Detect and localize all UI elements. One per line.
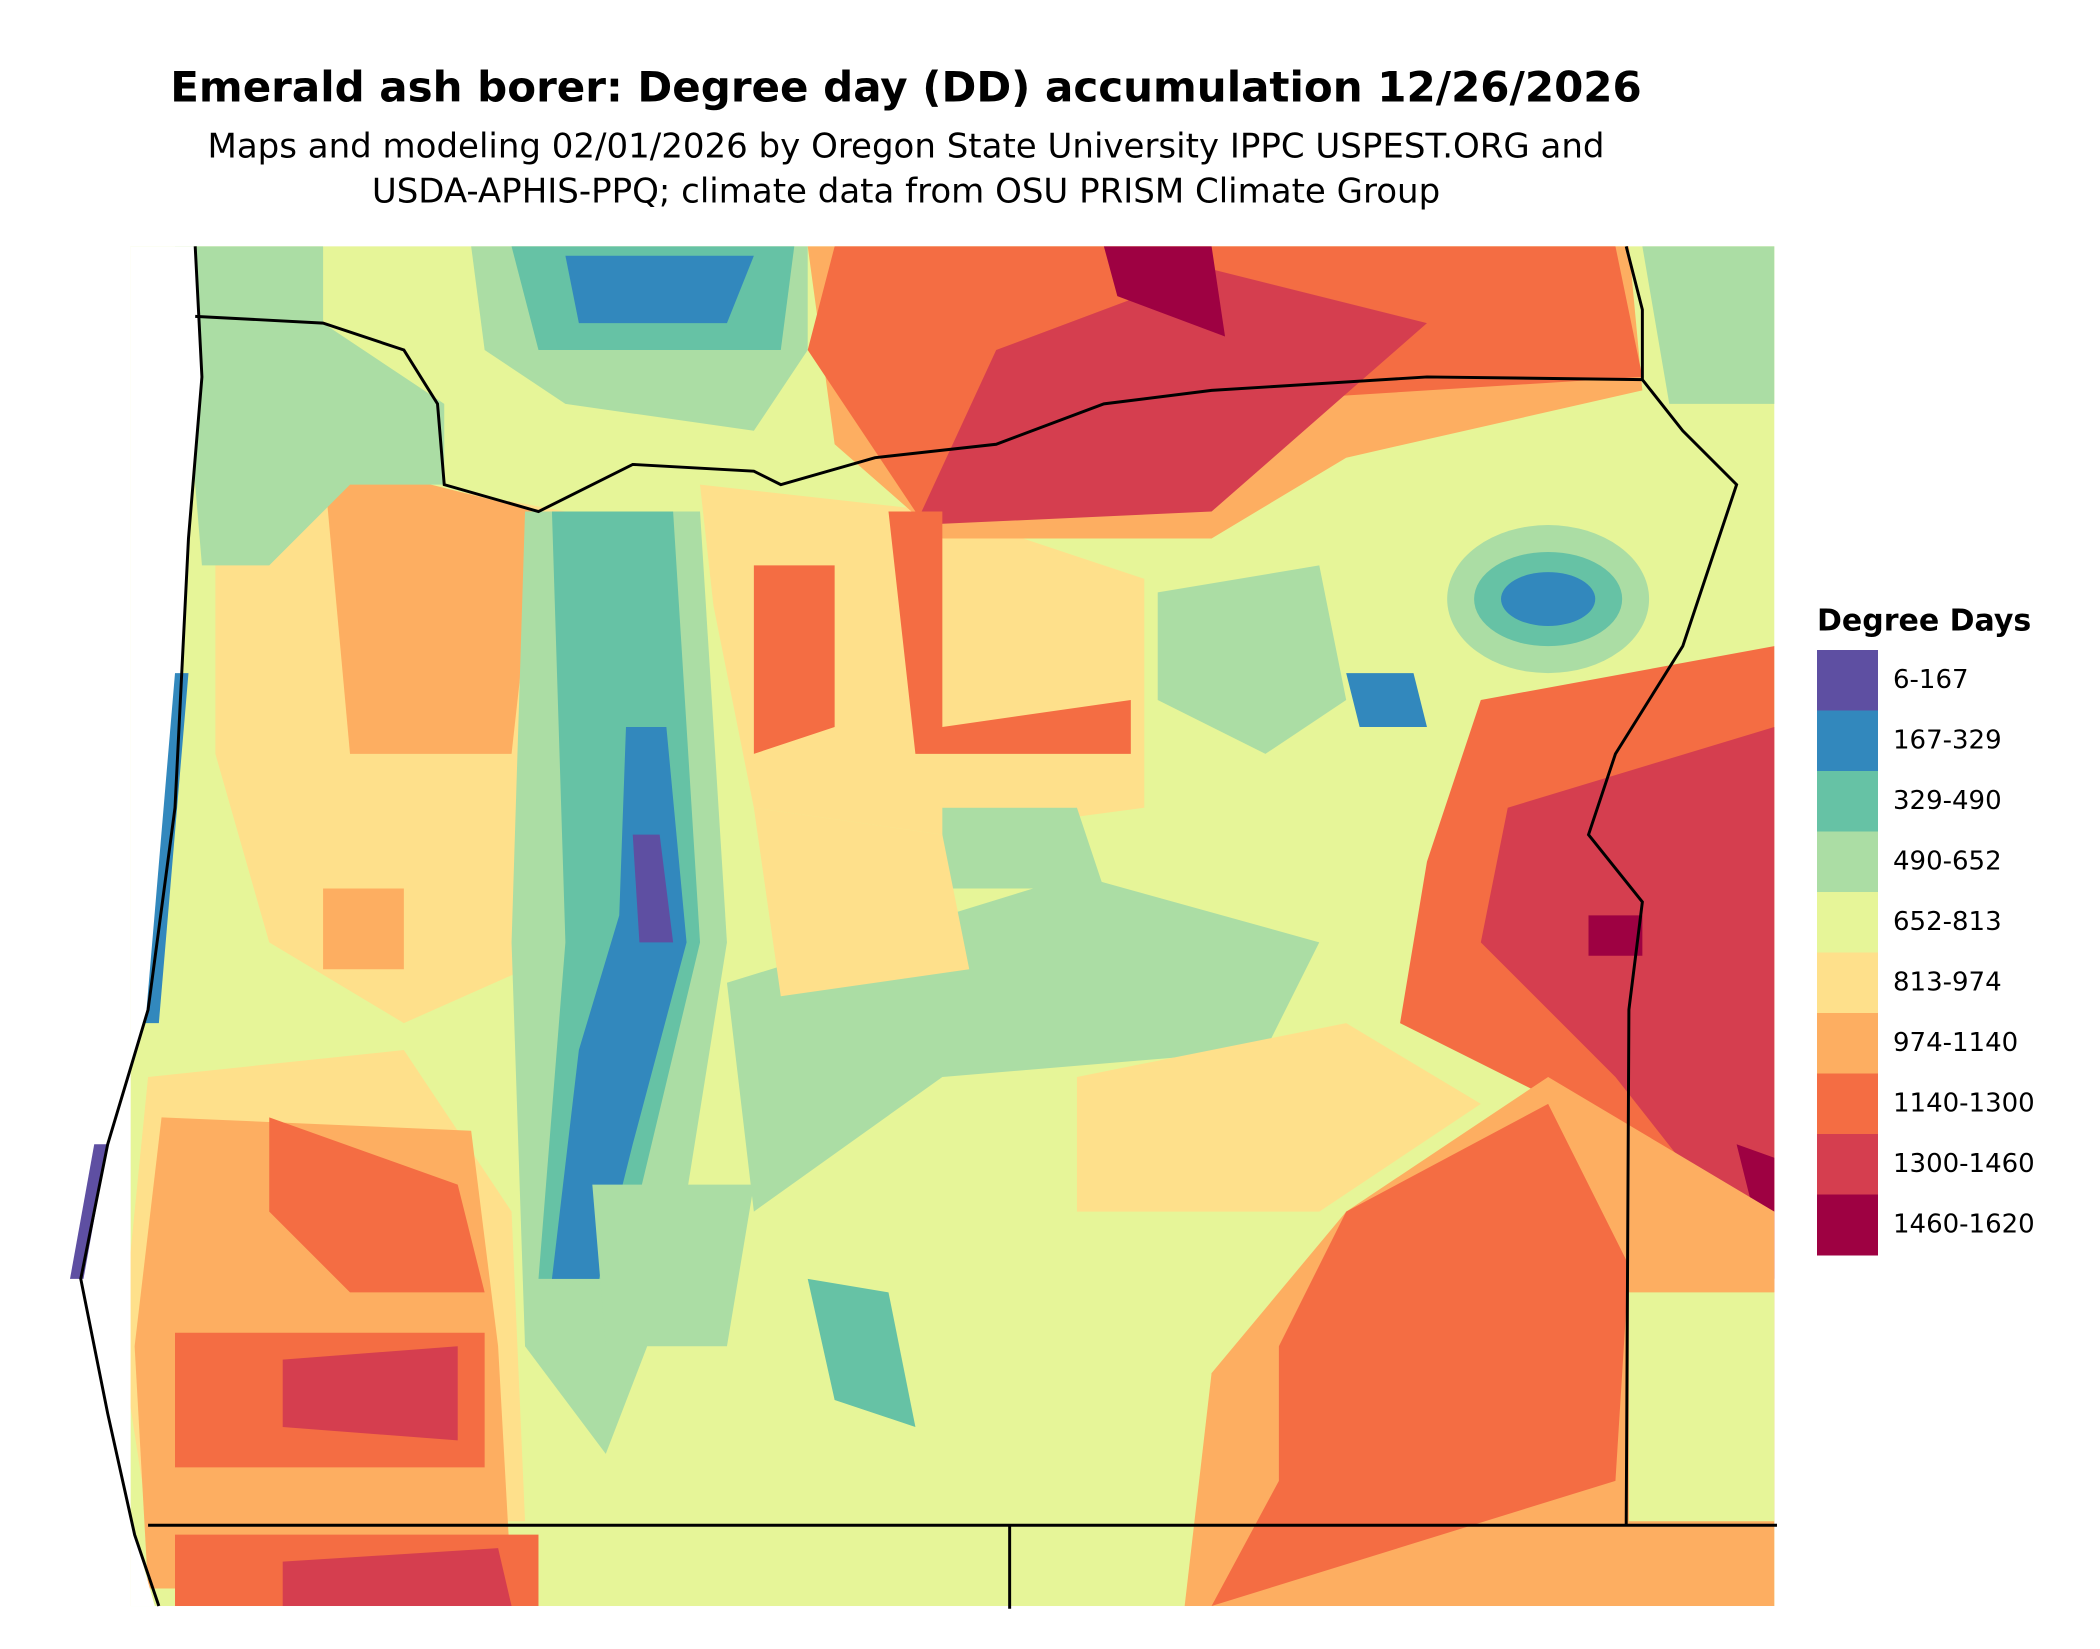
legend-swatch [1817, 1134, 1878, 1195]
legend-swatch [1817, 771, 1878, 832]
ocean [80, 246, 202, 1607]
legend-label: 1300-1460 [1893, 1149, 2035, 1179]
legend-swatch [1817, 1013, 1878, 1074]
region [807, 1278, 916, 1427]
region [753, 565, 835, 754]
legend-label: 1140-1300 [1893, 1088, 2035, 1118]
region [175, 246, 445, 566]
region [1480, 726, 1775, 1279]
legend-swatch [1817, 831, 1878, 893]
borders [79, 245, 1777, 1609]
legend-label: 974-1140 [1893, 1028, 2018, 1058]
region [592, 1184, 754, 1347]
subtitle: USDA-APHIS-PPQ; climate data from OSU PR… [372, 172, 1440, 212]
map [70, 245, 1777, 1609]
title: Emerald ash borer: Degree day (DD) accum… [170, 63, 1642, 112]
region [1736, 1144, 1775, 1212]
region [282, 1548, 512, 1607]
region [1157, 565, 1347, 754]
region [753, 807, 970, 997]
region [915, 269, 1427, 526]
region [1501, 572, 1596, 626]
legend-swatch [1817, 1073, 1878, 1135]
legend-swatch [1817, 650, 1878, 711]
subtitle: Maps and modeling 02/01/2026 by Oregon S… [207, 127, 1604, 167]
region [1588, 915, 1643, 956]
region [565, 255, 754, 324]
legend-label: 490-652 [1893, 846, 2002, 876]
legend-label: 167-329 [1893, 725, 2002, 755]
legend-label: 329-490 [1893, 786, 2002, 816]
region [1628, 1292, 1775, 1522]
region [269, 1117, 485, 1293]
region [1211, 1103, 1629, 1607]
legend-label: 6-167 [1893, 665, 1969, 695]
region [70, 1144, 108, 1279]
region [323, 457, 539, 754]
legend-label: 813-974 [1893, 967, 2002, 997]
region [632, 834, 674, 943]
legend-swatch [1817, 952, 1878, 1014]
legend-swatch [1817, 892, 1878, 953]
legend-label: 1460-1620 [1893, 1209, 2035, 1239]
region [942, 807, 1104, 889]
legend: 6-167 167-329 329-490 490-652 652-813 813-974… [1817, 650, 2035, 1256]
legend-swatch [1817, 1194, 1878, 1256]
region [282, 1346, 458, 1441]
region [1346, 673, 1427, 727]
legend-title: Degree Days [1817, 604, 2031, 639]
region [323, 888, 404, 970]
legend-label: 652-813 [1893, 907, 2002, 937]
region [1076, 1023, 1481, 1212]
legend-swatch [1817, 710, 1878, 772]
region [888, 511, 1131, 754]
region [1642, 246, 1775, 404]
region [1103, 246, 1226, 337]
